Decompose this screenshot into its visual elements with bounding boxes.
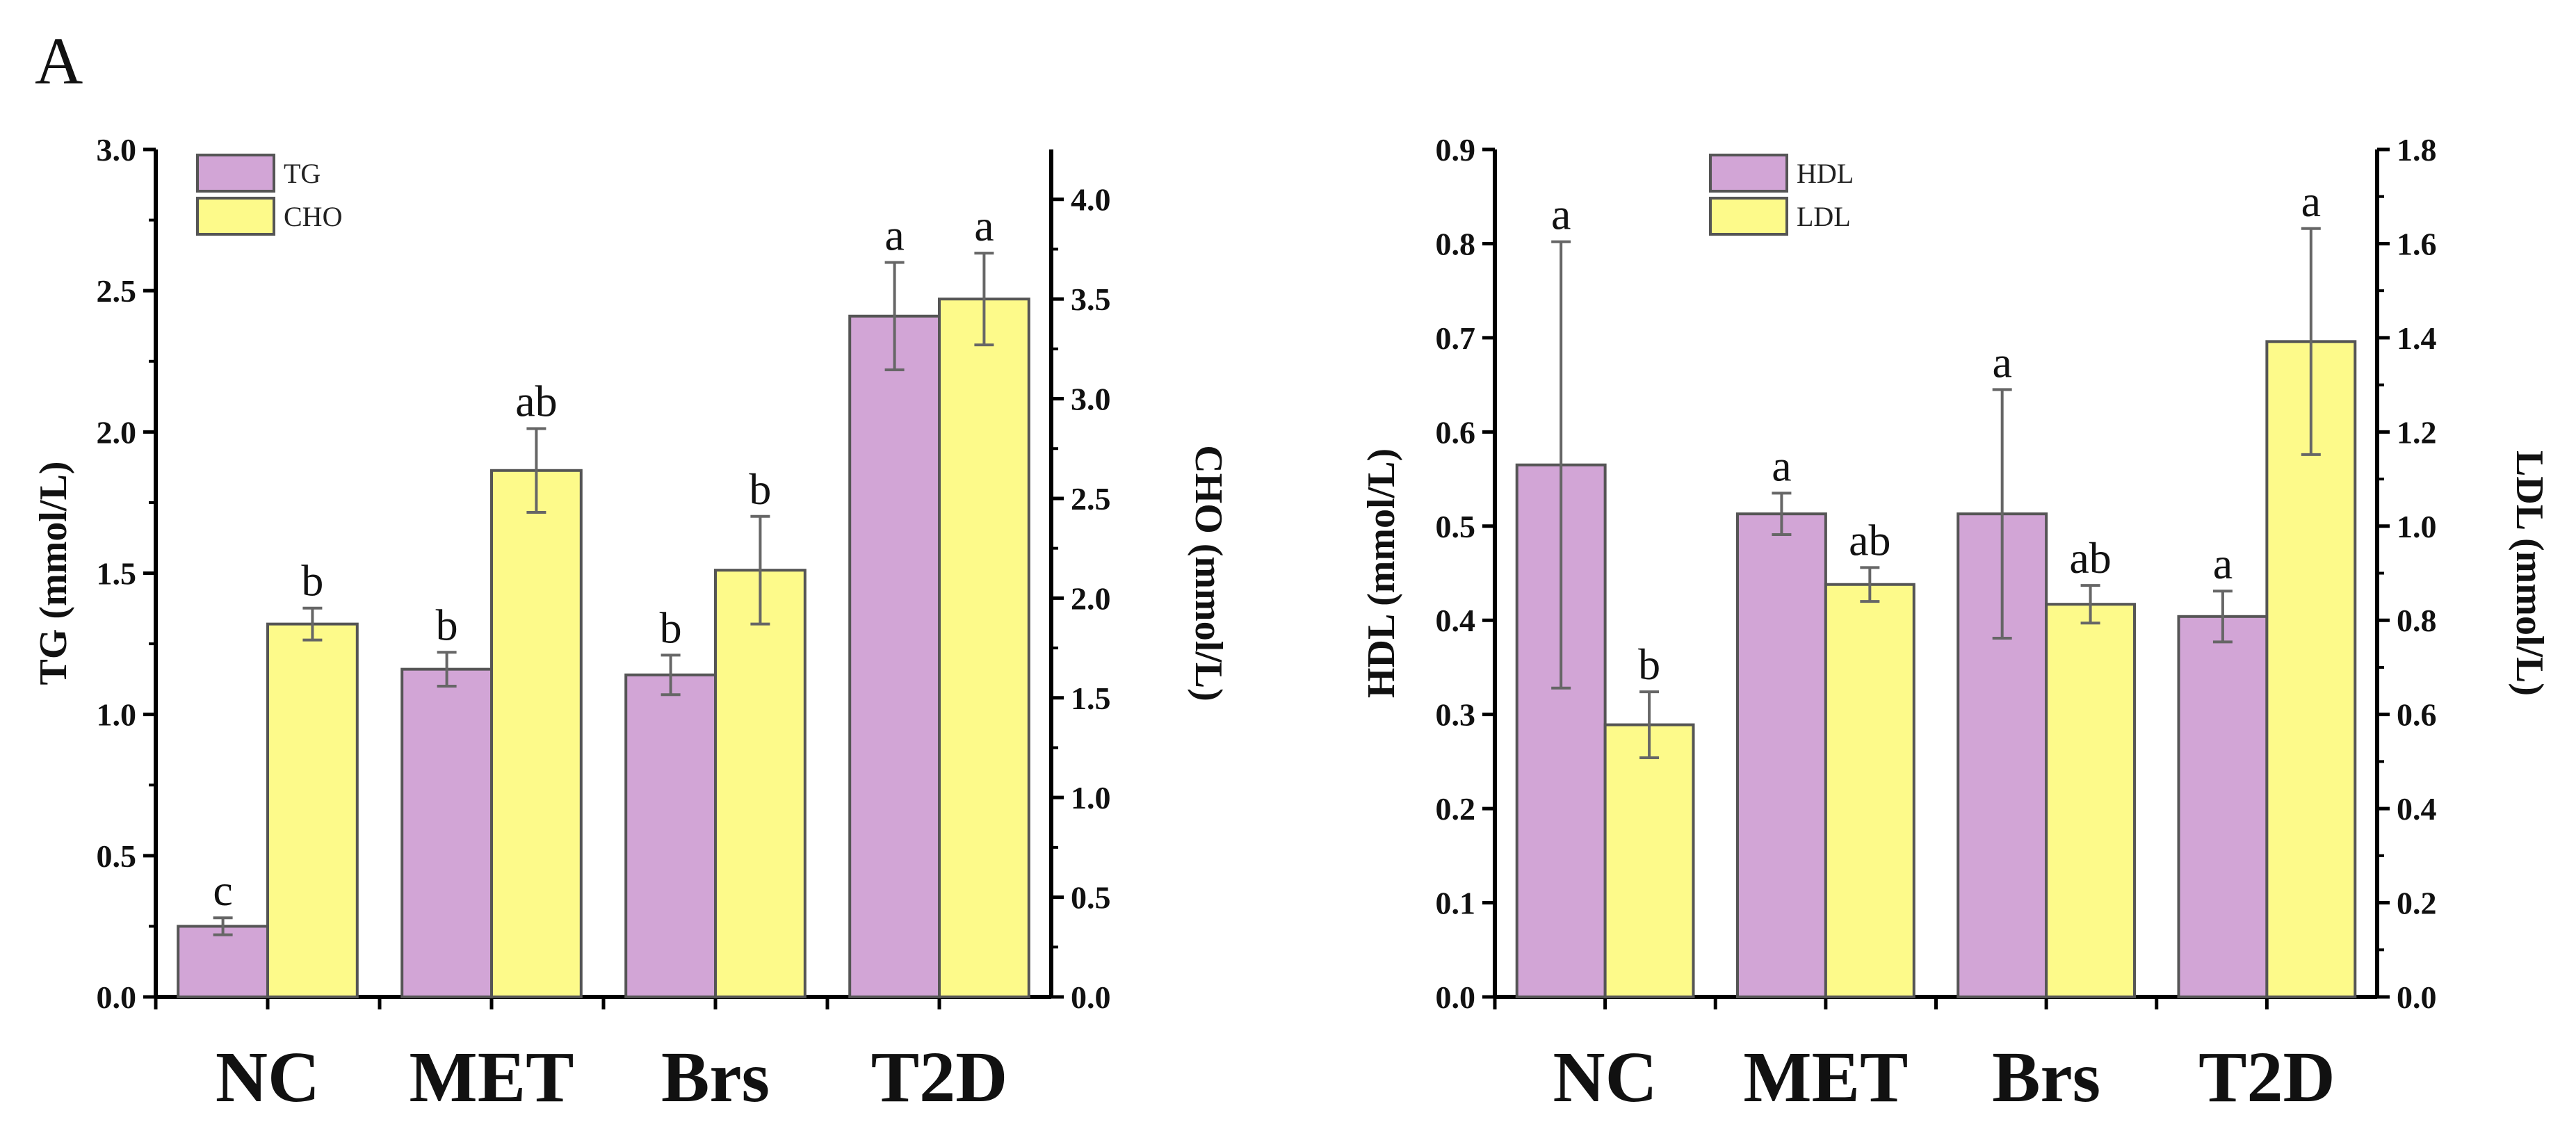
significance-label: a — [884, 211, 904, 260]
y-tick-label-right: 3.5 — [1071, 282, 1111, 317]
legend-label: LDL — [1797, 201, 1851, 232]
y-tick-label-left: 1.0 — [97, 697, 137, 733]
y-tick-label-right: 0.0 — [2397, 980, 2437, 1015]
significance-label: a — [2301, 177, 2321, 226]
y-tick-label-right: 0.0 — [1071, 980, 1111, 1015]
bar-cho — [714, 569, 807, 998]
y-tick-label-left: 0.7 — [1436, 320, 1476, 356]
bar-cho — [490, 469, 583, 998]
y-tick-label-left: 0.1 — [1436, 886, 1476, 921]
y-tick-label-left: 0.5 — [97, 838, 137, 874]
y-axis-label-left: HDL (mmol/L) — [1360, 448, 1403, 698]
bar-tg — [624, 673, 718, 999]
chart-tg-cho: 0.0 0.5 1.0 1.5 2.0 2.5 3.0 0.0 0.5 1.0 1.5 2.0 2.5 3… — [32, 132, 1230, 1117]
legend-label: HDL — [1797, 158, 1854, 189]
significance-label: b — [660, 603, 682, 652]
significance-label: a — [2213, 539, 2233, 588]
y-tick-label-left: 3.0 — [97, 132, 137, 168]
y-tick-label-right: 0.5 — [1071, 880, 1111, 916]
significance-label: b — [1638, 640, 1660, 689]
y-tick-label-right: 0.2 — [2397, 886, 2437, 921]
y-tick-label-right: 1.4 — [2397, 320, 2437, 356]
significance-label: b — [436, 600, 458, 649]
significance-label: b — [301, 556, 323, 606]
y-tick-label-right: 1.0 — [2397, 509, 2437, 544]
y-tick-label-right: 0.4 — [2397, 791, 2437, 827]
x-category-label: MET — [1743, 1037, 1908, 1117]
x-category-label: MET — [410, 1037, 574, 1117]
panel-label: A — [35, 24, 83, 98]
x-category-label: T2D — [2198, 1037, 2335, 1117]
y-tick-label-left: 0.9 — [1436, 132, 1476, 168]
y-tick-label-right: 2.5 — [1071, 481, 1111, 517]
x-category-label: T2D — [871, 1037, 1007, 1117]
bar-ldl — [1824, 583, 1915, 998]
chart-hdl-ldl: 0.0 0.1 0.2 0.3 0.4 0.5 0.6 0.7 0.8 0.9 0.0 0.2 0.4 0… — [1360, 132, 2551, 1117]
y-tick-label-left: 0.5 — [1436, 509, 1476, 544]
y-tick-label-left: 0.0 — [1436, 980, 1476, 1015]
x-category-label: Brs — [1992, 1037, 2100, 1117]
bar-tg — [848, 314, 941, 998]
y-tick-label-left: 1.5 — [97, 556, 137, 592]
legend-swatch-hdl — [1709, 154, 1788, 193]
bar-tg — [400, 667, 494, 998]
legend-label: CHO — [284, 201, 342, 232]
y-tick-label-left: 0.8 — [1436, 226, 1476, 261]
legend-swatch-cho — [196, 197, 275, 236]
y-tick-label-right: 1.6 — [2397, 226, 2437, 261]
bar-ldl — [1603, 723, 1695, 998]
legend-label: TG — [284, 158, 321, 189]
y-tick-label-left: 0.0 — [97, 980, 137, 1015]
significance-label: ab — [1849, 515, 1890, 564]
legend-swatch-tg — [196, 154, 275, 193]
bar-tg — [177, 925, 270, 998]
bar-hdl — [2177, 615, 2269, 998]
significance-label: a — [1992, 337, 2011, 387]
x-category-label: NC — [216, 1037, 320, 1117]
significance-label: a — [1772, 441, 1791, 490]
y-tick-label-right: 1.8 — [2397, 132, 2437, 168]
y-tick-label-right: 2.0 — [1071, 580, 1111, 616]
significance-label: a — [1551, 190, 1571, 239]
significance-label: c — [213, 866, 232, 915]
y-tick-label-right: 1.2 — [2397, 414, 2437, 450]
bar-hdl — [1735, 512, 1827, 998]
significance-label: b — [749, 464, 771, 514]
y-tick-label-left: 0.6 — [1436, 414, 1476, 450]
y-tick-label-right: 4.0 — [1071, 182, 1111, 218]
y-tick-label-right: 1.0 — [1071, 780, 1111, 815]
y-tick-label-left: 2.5 — [97, 273, 137, 309]
significance-label: a — [974, 201, 994, 250]
bar-cho — [266, 622, 359, 998]
x-category-label: NC — [1553, 1037, 1658, 1117]
y-tick-label-right: 0.8 — [2397, 603, 2437, 638]
y-axis-label-right: LDL (mmol/L) — [2508, 450, 2551, 696]
y-tick-label-right: 1.5 — [1071, 681, 1111, 716]
y-tick-label-left: 0.2 — [1436, 791, 1476, 827]
y-tick-label-left: 2.0 — [97, 414, 137, 450]
bar-ldl — [2045, 603, 2137, 998]
y-tick-label-left: 0.3 — [1436, 697, 1476, 733]
significance-label: ab — [515, 377, 557, 426]
y-axis-label-left: TG (mmol/L) — [32, 462, 75, 685]
legend-swatch-ldl — [1709, 197, 1788, 236]
y-tick-label-left: 0.4 — [1436, 603, 1476, 638]
bar-cho — [938, 298, 1030, 998]
x-category-label: Brs — [661, 1037, 770, 1117]
y-tick-label-right: 3.0 — [1071, 382, 1111, 417]
y-axis-label-right: CHO (mmol/L) — [1187, 445, 1230, 701]
y-tick-label-right: 0.6 — [2397, 697, 2437, 733]
significance-label: ab — [2069, 533, 2111, 583]
